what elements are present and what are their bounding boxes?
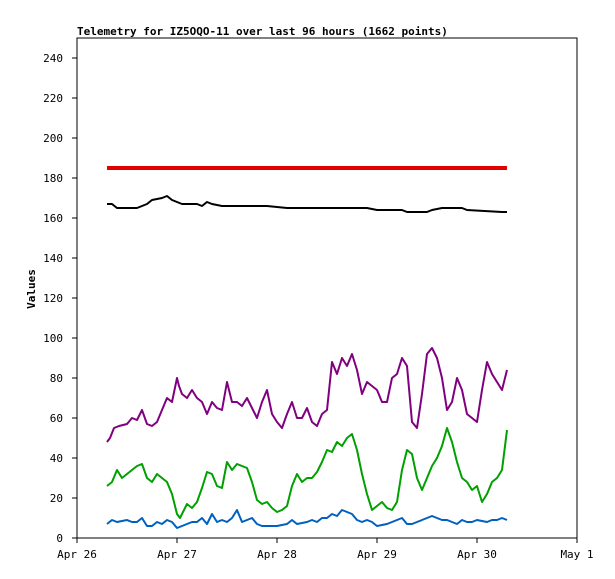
y-tick-label: 80 (50, 372, 63, 385)
y-tick-label: 160 (43, 212, 63, 225)
x-tick-label: Apr 29 (357, 548, 397, 561)
y-axis-label: Values (25, 269, 38, 309)
x-tick-label: Apr 30 (457, 548, 497, 561)
x-tick-label: Apr 28 (257, 548, 297, 561)
y-tick-label: 60 (50, 412, 63, 425)
y-tick-label: 100 (43, 332, 63, 345)
x-tick-label: Apr 26 (57, 548, 97, 561)
y-tick-label: 0 (56, 532, 63, 545)
y-tick-label: 220 (43, 92, 63, 105)
y-tick-label: 40 (50, 452, 63, 465)
x-tick-label: May 1 (560, 548, 593, 561)
series-group (106, 166, 508, 529)
series-line-3 (106, 347, 508, 443)
y-tick-label: 180 (43, 172, 63, 185)
y-tick-label: 140 (43, 252, 63, 265)
x-tick-label: Apr 27 (157, 548, 197, 561)
chart-title: Telemetry for IZ5OQO-11 over last 96 hou… (77, 25, 448, 38)
y-tick-label: 240 (43, 52, 63, 65)
series-line-5 (106, 509, 508, 529)
y-tick-label: 200 (43, 132, 63, 145)
x-axis: Apr 26 Apr 27 Apr 28 Apr 29 Apr 30 May 1 (57, 538, 594, 561)
y-tick-label: 20 (50, 492, 63, 505)
series-line-2 (107, 195, 507, 213)
y-tick-label: 120 (43, 292, 63, 305)
y-axis: 0 20 40 60 80 100 120 140 160 180 200 220 240 (43, 52, 77, 545)
plot-frame (76, 37, 578, 539)
series-line-4 (106, 427, 508, 519)
